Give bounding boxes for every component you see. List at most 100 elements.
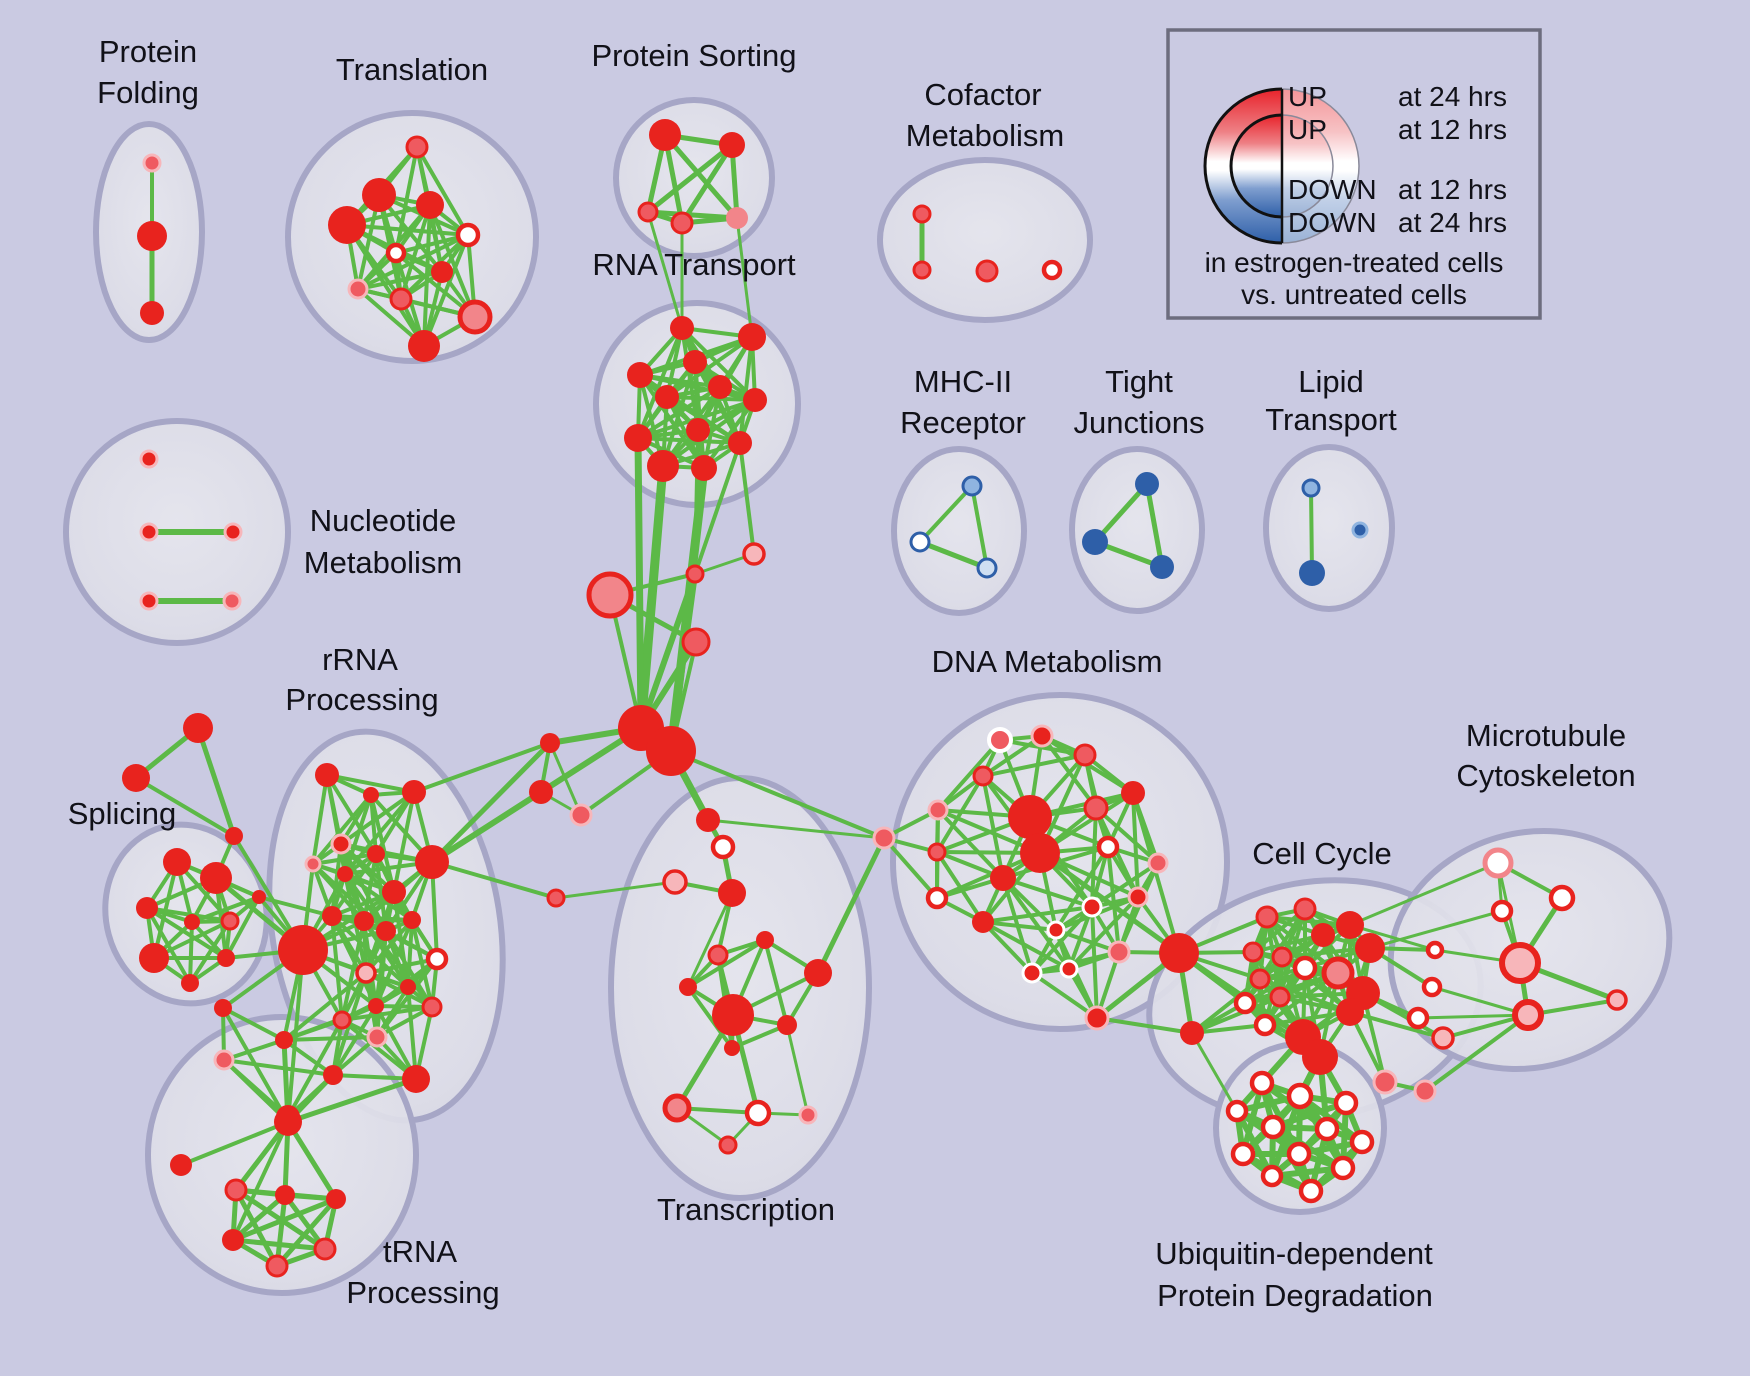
edge-rr2-rr4: [311, 793, 373, 866]
node-ps0: [649, 119, 681, 151]
node-h0: [685, 564, 705, 584]
edge-d12-d18: [1054, 845, 1110, 932]
node-mt7: [1431, 1026, 1455, 1050]
node-rr24: [402, 1065, 430, 1093]
cluster-ellipse-transcription: [608, 775, 872, 1201]
node-p1: [1413, 1079, 1437, 1103]
node-d4: [927, 799, 949, 821]
node-rr21: [213, 1049, 235, 1071]
legend-row-2-direction: DOWN: [1288, 174, 1377, 205]
node-rr12: [403, 911, 421, 929]
node-r10: [647, 450, 679, 482]
node-rr22: [275, 1031, 293, 1049]
edge-rr22-rr23: [282, 1038, 335, 1077]
edge-d10-cchub: [1037, 850, 1182, 956]
edge-cc3-cc10: [1251, 933, 1325, 954]
edge-d7-d14: [882, 836, 939, 900]
edge-d12-d19: [1106, 845, 1121, 954]
node-trb: [224, 1178, 248, 1202]
node-r2: [683, 350, 707, 374]
node-d21: [1059, 959, 1079, 979]
edge-mt5-mt8: [1430, 985, 1530, 1017]
node-u10: [1260, 1164, 1284, 1188]
node-t6: [431, 261, 453, 283]
node-c0: [912, 204, 932, 224]
node-cchub: [1159, 933, 1199, 973]
edge-tre-trf: [230, 1237, 328, 1252]
edge-r10-h4: [636, 461, 668, 733]
node-h6: [540, 733, 560, 753]
edge-cc0-u3: [1190, 1031, 1239, 1113]
edge-r8-h4: [634, 434, 645, 732]
node-trf: [313, 1237, 337, 1261]
edge-h6-rr1: [412, 741, 552, 794]
cluster-label-microtubule_cytoskeleton-line1: Cytoskeleton: [1456, 758, 1635, 793]
cluster-ellipse-trna_processing: [145, 1014, 419, 1296]
node-pf0: [142, 153, 162, 173]
node-x4: [756, 931, 774, 949]
edge-r1-r9: [738, 335, 754, 445]
edge-d11-d21: [1001, 876, 1071, 971]
node-rr20: [366, 1026, 388, 1048]
legend-row-3-time: at 24 hrs: [1398, 207, 1507, 238]
node-x6: [804, 959, 832, 987]
edge-x3-x7: [686, 891, 734, 989]
legend-faded-half: [1282, 89, 1359, 243]
edge-x4-x7: [686, 938, 767, 989]
edge-d16-d20: [981, 920, 1034, 975]
node-x10: [724, 1040, 740, 1056]
node-u8: [1286, 1141, 1312, 1167]
node-d1: [1030, 724, 1054, 748]
edge-d16-d18: [981, 920, 1058, 932]
node-r3: [627, 362, 653, 388]
edge-ps1-ps2: [645, 142, 735, 215]
edge-s4-s7: [188, 919, 232, 985]
edge-d22-cc0: [1095, 1016, 1194, 1035]
cluster-label-trna_processing-line1: Processing: [346, 1275, 499, 1310]
node-d0: [987, 727, 1013, 753]
cluster-label-tight_junctions-line0: Tight: [1105, 364, 1173, 399]
cluster-label-ubiquitin_degradation-line1: Protein Degradation: [1157, 1278, 1433, 1313]
edge-m0-m2: [970, 484, 989, 570]
node-r4: [708, 375, 732, 399]
edge-trd-trg: [274, 1196, 339, 1269]
legend-footer-line0: in estrogen-treated cells: [1205, 247, 1504, 278]
node-r9: [728, 431, 752, 455]
edge-d3-d8: [935, 774, 985, 854]
edge-h5-d7: [669, 749, 886, 840]
edge-rr19-rr24: [340, 1018, 418, 1081]
edge-d1-d3: [981, 734, 1044, 778]
node-t3: [328, 206, 366, 244]
node-t7: [347, 278, 369, 300]
node-mt9: [1606, 989, 1628, 1011]
edge-r7-h0: [693, 428, 700, 576]
edge-tj0-tj2: [1144, 481, 1165, 570]
node-x13: [798, 1105, 818, 1125]
cluster-label-cell_cycle-line0: Cell Cycle: [1252, 836, 1392, 871]
cluster-label-protein_sorting-line0: Protein Sorting: [591, 38, 796, 73]
edge-f0-f2: [195, 725, 237, 839]
node-cc3: [1242, 941, 1264, 963]
edge-cc11-mt0: [1348, 861, 1500, 927]
legend-row-1-direction: UP: [1288, 114, 1327, 145]
edge-x9-x13: [785, 1023, 810, 1117]
node-s1: [200, 862, 232, 894]
edge-r3-r6: [638, 373, 757, 402]
node-ps4: [726, 207, 748, 229]
node-x11: [662, 1093, 692, 1123]
node-f1: [122, 764, 150, 792]
legend-row-1-time: at 12 hrs: [1398, 114, 1507, 145]
node-t5: [385, 242, 407, 264]
node-x2: [662, 869, 688, 895]
node-cc11: [1336, 911, 1364, 939]
node-n1: [139, 522, 159, 542]
edge-d0-d4: [936, 738, 1002, 812]
node-x3: [718, 879, 746, 907]
cluster-ellipse-mhc_ii_receptor: [891, 446, 1027, 616]
edge-m0-m1: [918, 484, 974, 544]
node-pf2: [140, 301, 164, 325]
node-p0: [1372, 1069, 1398, 1095]
node-s6: [139, 943, 169, 973]
cluster-ellipse-cofactor_metabolism: [877, 157, 1093, 323]
edge-trhub-rr26: [221, 1006, 290, 1124]
